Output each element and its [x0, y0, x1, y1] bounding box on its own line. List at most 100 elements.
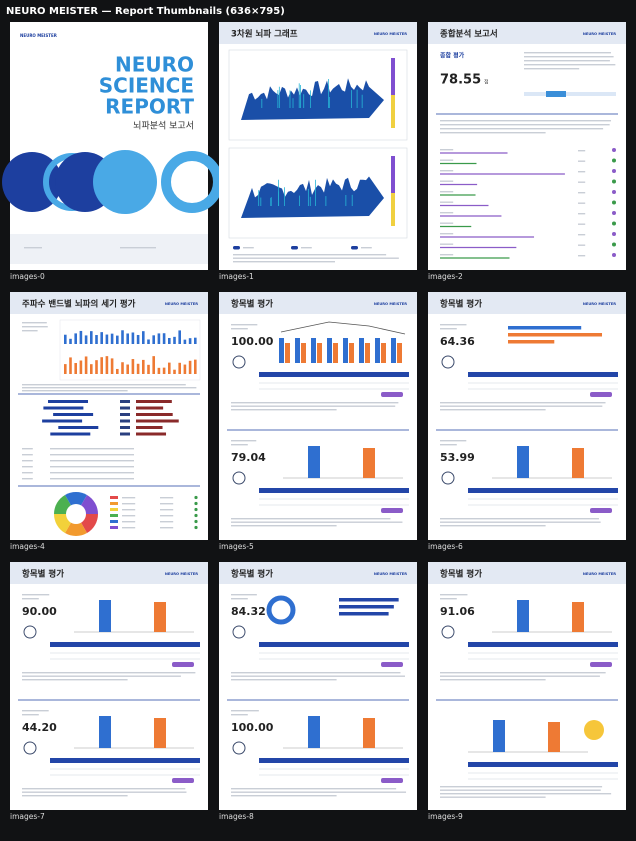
bar [90, 364, 93, 374]
bar [279, 338, 284, 363]
page [10, 562, 208, 810]
bar [105, 334, 109, 344]
text-line [440, 170, 454, 172]
text-line [440, 525, 546, 527]
score: 100.00 [231, 721, 274, 734]
score: 78.55 [440, 73, 481, 88]
thumbnail-caption: images-5 [219, 542, 254, 551]
text-line [231, 440, 257, 442]
badge [381, 392, 403, 397]
text-line [22, 679, 128, 681]
bar [517, 600, 529, 632]
hbar [508, 340, 555, 344]
text-line [233, 257, 399, 259]
band-bar [43, 406, 84, 410]
text-line [578, 244, 586, 246]
surface [241, 78, 384, 120]
text-line [22, 387, 197, 389]
bar [100, 332, 103, 344]
bar [168, 337, 171, 344]
text-line [578, 234, 586, 236]
text-line [231, 328, 248, 330]
text-line [231, 444, 248, 446]
text-line [231, 324, 258, 326]
text-line [231, 594, 257, 596]
text-line [524, 68, 580, 70]
text-line [22, 672, 196, 674]
bar [194, 337, 197, 344]
text-line [22, 326, 48, 328]
text-line [231, 598, 248, 600]
legend-dot [194, 507, 198, 512]
text-line [231, 402, 399, 404]
score-unit: 점 [484, 79, 489, 86]
text-line [440, 128, 604, 130]
badge [381, 508, 403, 513]
score: 100.00 [231, 335, 274, 348]
hbar [508, 326, 582, 330]
page-title: 항목별 평가 [231, 569, 273, 580]
row-dot [612, 200, 616, 205]
legend-chip [110, 514, 118, 517]
text-line [440, 328, 457, 330]
text-line [160, 515, 174, 517]
bar [79, 360, 83, 374]
text-line [24, 247, 42, 249]
text-line [440, 201, 454, 203]
thumbnail-caption: images-7 [10, 812, 45, 821]
text-line [524, 52, 611, 54]
thumbnail-caption: images-4 [10, 542, 45, 551]
thumbnail: 항목별 평가 NEURO MEISTER 100.00 79.04 [219, 292, 417, 540]
bar [381, 343, 386, 363]
bar [173, 336, 176, 344]
score: 90.00 [22, 605, 57, 618]
badge [590, 662, 612, 667]
bar [152, 335, 155, 344]
text-line [50, 448, 134, 450]
text-line [440, 409, 546, 411]
bar [194, 359, 197, 374]
text-line [578, 213, 586, 215]
legend-dot [194, 501, 198, 506]
table-header [468, 372, 618, 377]
icon [441, 355, 455, 369]
text-line [22, 714, 39, 716]
bar [178, 330, 181, 344]
page [428, 22, 626, 270]
icon [232, 471, 246, 485]
text-line [22, 454, 33, 456]
bar [349, 343, 354, 363]
logo: NEURO MEISTER [20, 33, 57, 38]
text-line [160, 527, 174, 529]
text-line [578, 171, 586, 173]
text-line [440, 191, 454, 193]
thumbnail: 항목별 평가 NEURO MEISTER 91.06 [428, 562, 626, 810]
bar [95, 335, 98, 344]
thumbnail: 항목별 평가 NEURO MEISTER 84.32 100.00 [219, 562, 417, 810]
text-line [231, 521, 403, 523]
bar [162, 367, 166, 374]
bar [121, 362, 124, 374]
thumbnail-caption: images-6 [428, 542, 463, 551]
text-line [22, 448, 33, 450]
logo: NEURO MEISTER [165, 302, 198, 306]
icon [23, 741, 37, 755]
toggle [291, 246, 298, 250]
logo: NEURO MEISTER [583, 572, 616, 576]
row-dot [612, 169, 616, 173]
bar [365, 343, 370, 363]
bar [84, 356, 88, 374]
text-line [231, 679, 337, 681]
chart-frame [59, 319, 201, 381]
text-line [22, 466, 33, 468]
bar [152, 356, 155, 374]
bar [188, 360, 192, 374]
bar [311, 338, 316, 363]
bar [317, 343, 322, 363]
bar [178, 362, 181, 374]
text-line [243, 247, 254, 249]
row-dot [612, 221, 616, 226]
icon [441, 471, 455, 485]
text-line [440, 598, 457, 600]
page-title: 종합분석 보고서 [440, 29, 498, 40]
